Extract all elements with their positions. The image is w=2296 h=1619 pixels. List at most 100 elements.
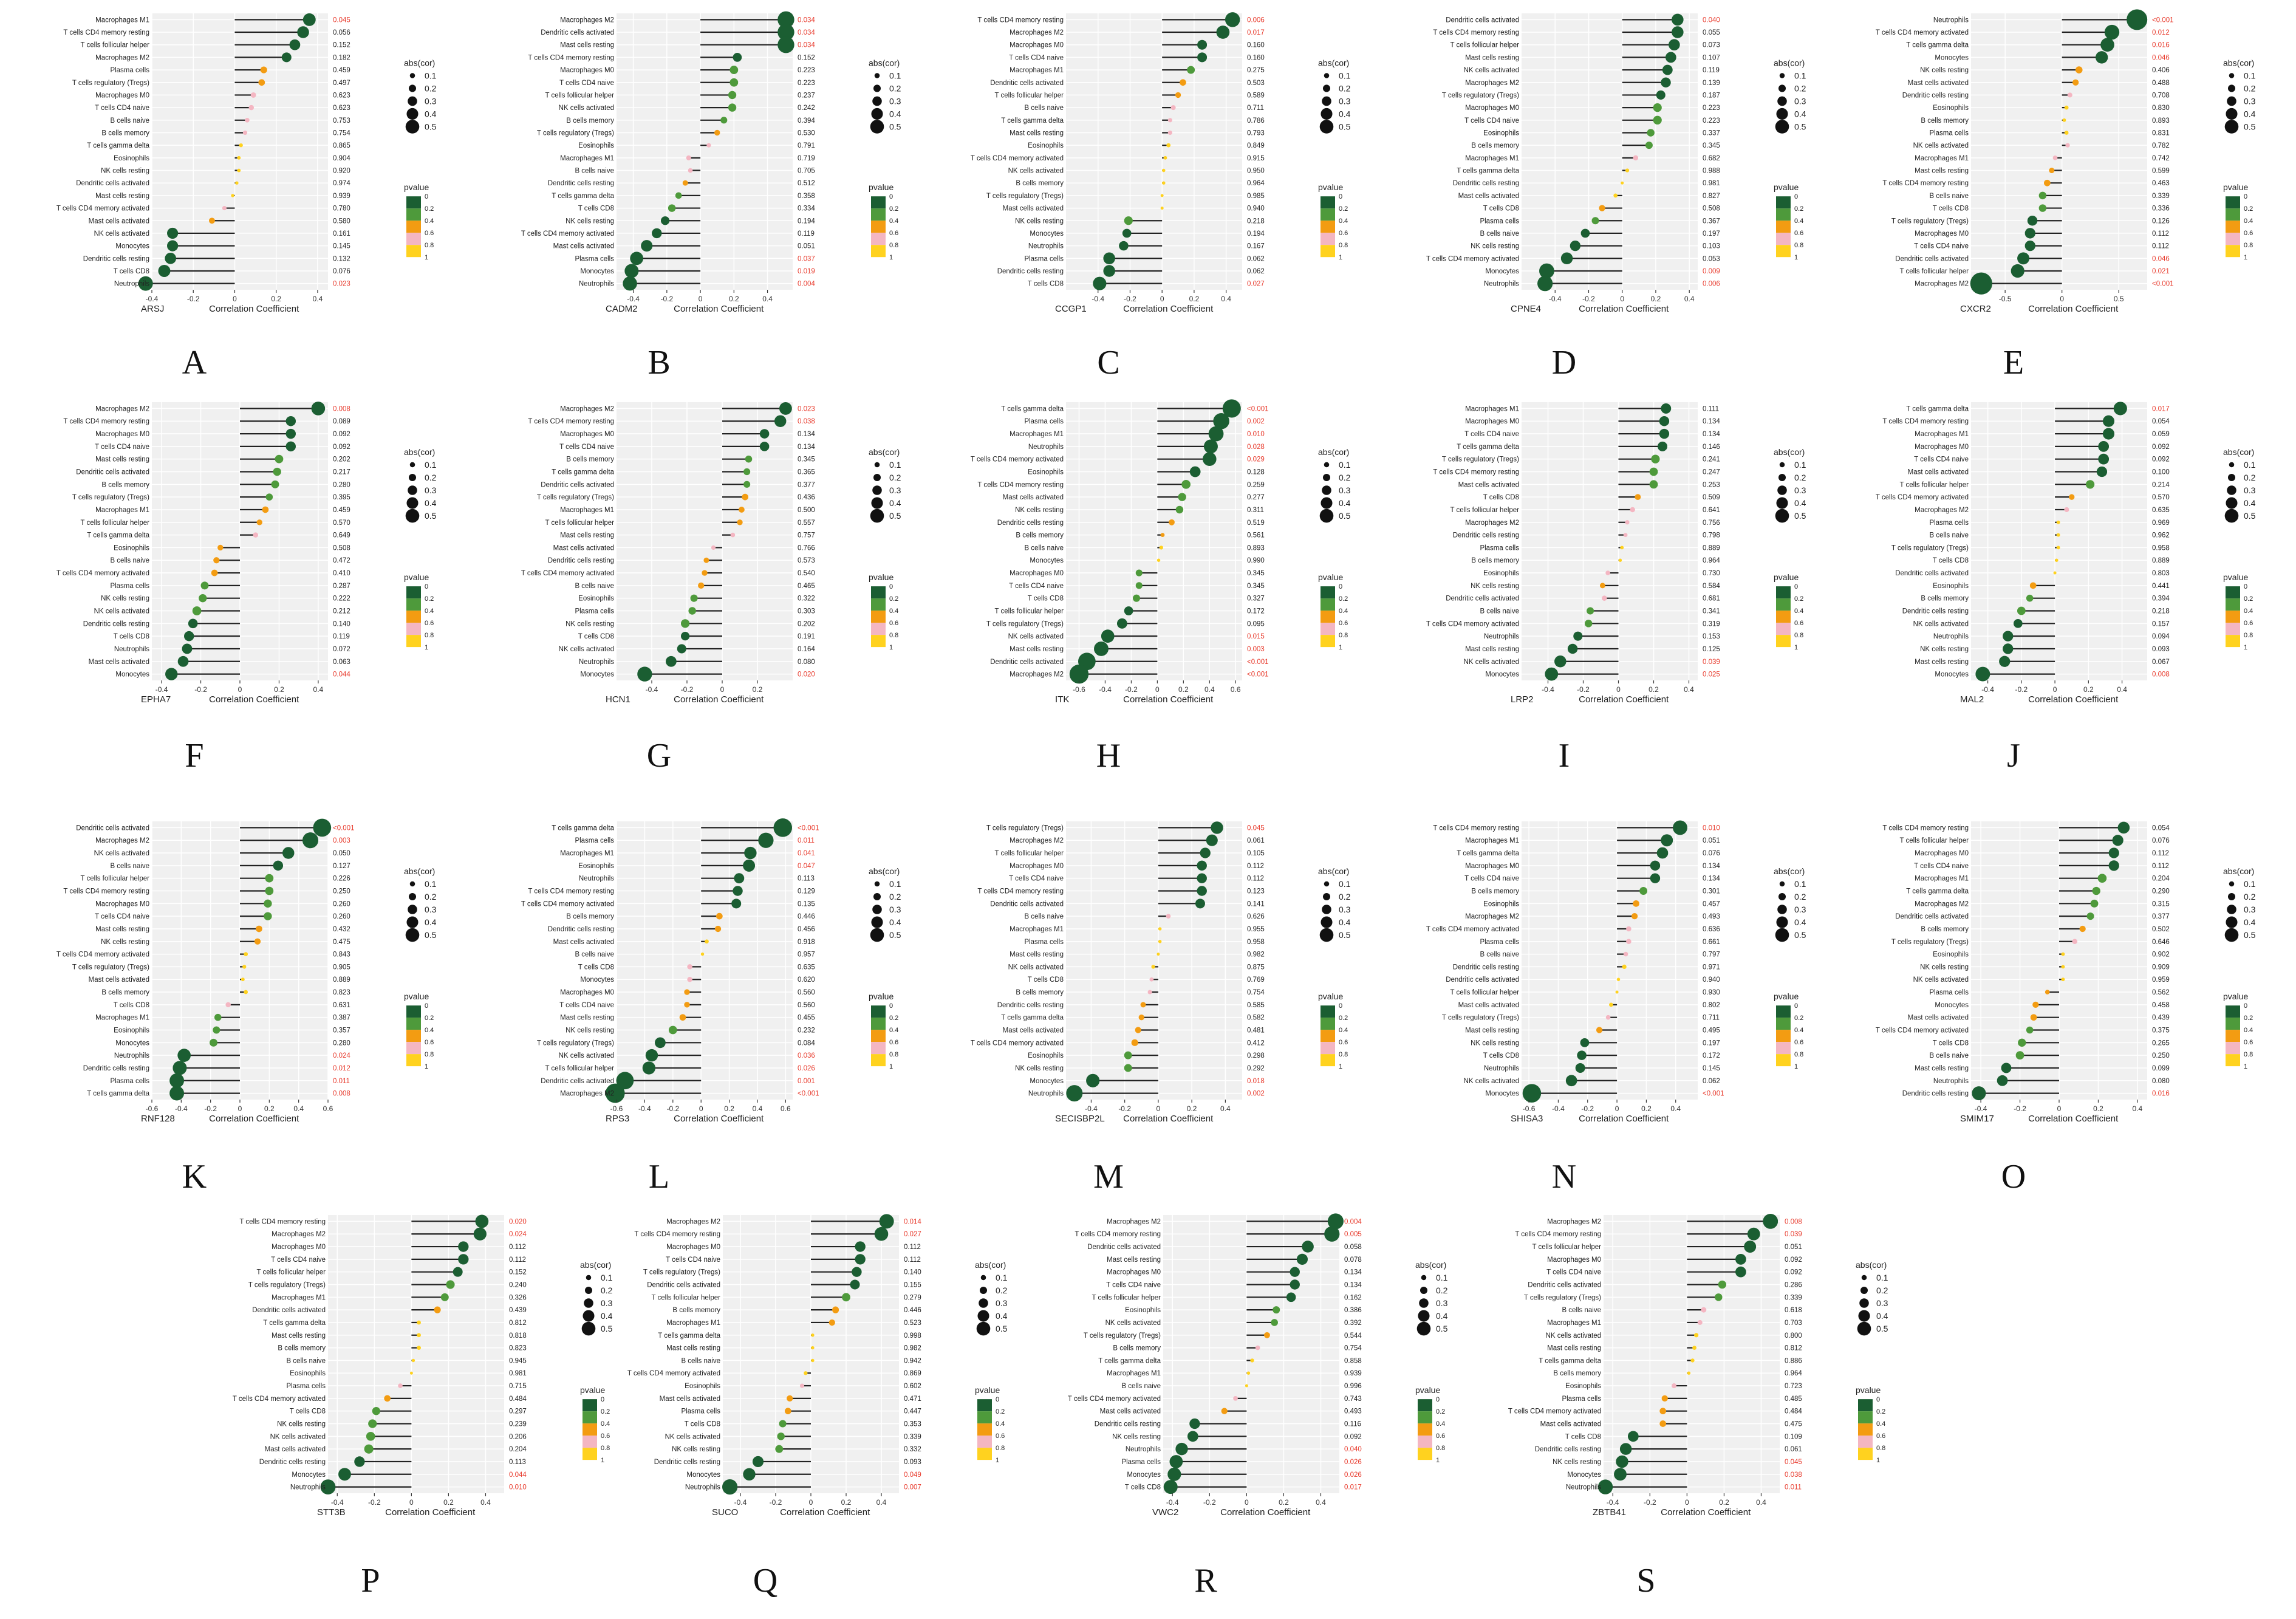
cell-type-label: T cells CD4 memory activated: [521, 570, 614, 577]
panel-k: Dendritic cells activated <0.001Macrophag…: [56, 818, 437, 1196]
color-legend-label: 0: [1794, 1002, 1798, 1010]
lollipop-point: [453, 1267, 463, 1277]
lollipop-point: [738, 507, 745, 513]
color-legend-label: 1: [1794, 644, 1798, 651]
cell-type-label: T cells CD4 memory activated: [1426, 620, 1519, 628]
color-legend-label: 0.8: [1339, 1051, 1348, 1058]
plot-background: [1971, 402, 2147, 680]
cell-type-label: T cells gamma delta: [552, 193, 614, 200]
lollipop-point: [302, 13, 316, 26]
x-tick-label: -0.6: [610, 1104, 623, 1113]
lollipop-point: [210, 1038, 217, 1047]
cell-type-label: T cells CD4 memory resting: [1075, 1231, 1161, 1238]
cell-type-label: T cells gamma delta: [1457, 443, 1519, 451]
x-tick-label: 0.2: [841, 1498, 852, 1507]
pvalue-label: 0.618: [1785, 1307, 1802, 1314]
lollipop-point: [2045, 990, 2050, 994]
panel-letter: C: [1097, 344, 1119, 382]
cell-type-label: Plasma cells: [575, 837, 614, 844]
cell-type-label: Mast cells resting: [272, 1332, 326, 1340]
pvalue-label: 0.146: [1703, 443, 1720, 451]
cell-type-label: Plasma cells: [1480, 544, 1519, 552]
size-legend-dot: [1778, 893, 1786, 901]
lollipop-point: [311, 402, 326, 416]
pvalue-label: 0.126: [2152, 217, 2170, 225]
lollipop-point: [1570, 240, 1581, 252]
lollipop-point: [1662, 64, 1673, 75]
pvalue-label: 0.051: [1703, 837, 1720, 844]
pvalue-label: 0.092: [1785, 1256, 1802, 1264]
cell-type-label: B cells naive: [681, 1357, 720, 1364]
color-legend-swatch: [1321, 1042, 1335, 1055]
size-legend-dot: [1321, 497, 1333, 509]
size-legend-label: 0.2: [1436, 1285, 1448, 1295]
lollipop-point: [2117, 821, 2130, 834]
cell-type-label: Macrophages M0: [272, 1244, 326, 1251]
size-legend-label: 0.3: [425, 485, 437, 495]
lollipop-point: [364, 1444, 374, 1454]
pvalue-label: 0.241: [1703, 456, 1720, 464]
color-legend-label: 0: [996, 1396, 999, 1403]
cell-type-label: Monocytes: [1485, 1090, 1519, 1098]
size-legend-label: 0.3: [601, 1298, 613, 1308]
lollipop-point: [687, 964, 692, 970]
lollipop-point: [1560, 252, 1573, 265]
cell-type-label: Plasma cells: [1562, 1395, 1601, 1403]
cell-type-label: NK cells activated: [1913, 620, 1969, 628]
lollipop-point: [1584, 620, 1593, 628]
lollipop-point: [1661, 834, 1673, 847]
pvalue-label: 0.155: [904, 1282, 921, 1289]
pvalue-label: 0.038: [1785, 1471, 1802, 1479]
size-legend-dot: [979, 1298, 988, 1308]
cell-type-label: Monocytes: [1030, 230, 1064, 238]
cell-type-label: B cells memory: [1921, 926, 1969, 933]
pvalue-label: 0.034: [798, 16, 815, 24]
cell-type-label: Macrophages M2: [1465, 913, 1519, 920]
color-legend-label: 0.6: [1876, 1432, 1885, 1440]
lollipop-point: [1653, 115, 1662, 125]
color-legend-swatch: [2226, 1030, 2240, 1042]
pvalue-label: 0.540: [798, 570, 815, 577]
cell-type-label: NK cells resting: [1471, 243, 1519, 250]
pvalue-label: 0.708: [2152, 92, 2170, 99]
lollipop-point: [2003, 631, 2014, 642]
color-legend-swatch: [406, 1042, 421, 1055]
size-legend-label: 0.1: [1339, 879, 1351, 889]
lollipop-point: [1630, 507, 1635, 513]
pvalue-label: 0.127: [333, 863, 350, 870]
lollipop-point: [677, 644, 686, 654]
pvalue-label: 0.649: [333, 532, 350, 539]
panel-letter: R: [1194, 1562, 1217, 1600]
lollipop-point: [372, 1407, 381, 1415]
pvalue-label: 0.006: [1247, 16, 1265, 24]
lollipop-point: [874, 1227, 889, 1241]
lollipop-point: [716, 912, 723, 920]
cell-type-label: T cells follicular helper: [1899, 268, 1969, 275]
size-legend-dot: [406, 108, 419, 120]
cell-type-label: T cells follicular helper: [80, 519, 149, 527]
lollipop-point: [264, 912, 272, 920]
cell-type-label: Eosinophils: [1483, 570, 1519, 577]
cell-type-label: T cells CD4 memory resting: [1515, 1231, 1601, 1238]
size-legend-label: 0.1: [2244, 879, 2256, 889]
size-legend-label: 0.4: [1339, 109, 1351, 118]
pvalue-label: 0.162: [1344, 1294, 1362, 1301]
x-axis-title: Correlation Coefficient: [209, 694, 299, 705]
size-legend-dot: [408, 485, 417, 495]
cell-type-label: B cells memory: [1113, 1345, 1161, 1352]
pvalue-label: 0.902: [2152, 951, 2170, 959]
panel-c: T cells CD4 memory resting 0.006Macrophag…: [971, 12, 1351, 382]
cell-type-label: Mast cells resting: [1915, 1065, 1969, 1072]
pvalue-label: 0.119: [1703, 67, 1720, 74]
cell-type-label: Macrophages M1: [95, 16, 149, 24]
lollipop-point: [256, 925, 262, 933]
pvalue-label: 0.164: [798, 646, 815, 653]
pvalue-label: 0.990: [1247, 557, 1265, 564]
color-legend-swatch: [1776, 611, 1791, 623]
cell-type-label: Mast cells resting: [560, 42, 614, 49]
size-legend-title: abs(cor): [2223, 58, 2254, 67]
lollipop-point: [173, 1061, 187, 1075]
cell-type-label: Neutrophils: [1028, 1090, 1064, 1098]
pvalue-label: 0.005: [1344, 1231, 1362, 1238]
